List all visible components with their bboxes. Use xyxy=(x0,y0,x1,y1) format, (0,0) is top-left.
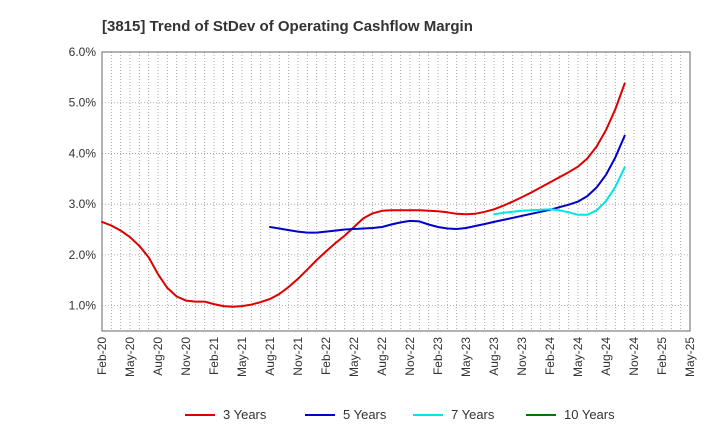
y-tick-label: 2.0% xyxy=(69,248,97,262)
legend-label: 7 Years xyxy=(451,407,495,422)
x-tick-label: Nov-20 xyxy=(179,337,193,376)
x-tick-label: Feb-25 xyxy=(655,337,669,375)
x-tick-label: May-25 xyxy=(683,337,697,377)
legend-label: 10 Years xyxy=(564,407,615,422)
y-tick-label: 4.0% xyxy=(69,146,97,160)
legend-label: 5 Years xyxy=(343,407,387,422)
x-tick-label: May-20 xyxy=(123,337,137,377)
series-line-5-years xyxy=(269,134,626,234)
plot-area xyxy=(102,52,690,331)
y-tick-label: 5.0% xyxy=(69,96,97,110)
x-tick-label: Aug-20 xyxy=(151,337,165,376)
series-line-3-years xyxy=(101,82,626,308)
x-tick-label: Aug-21 xyxy=(263,337,277,376)
chart-title: [3815] Trend of StDev of Operating Cashf… xyxy=(102,18,473,35)
x-tick-label: Nov-21 xyxy=(291,337,305,376)
x-tick-label: Aug-23 xyxy=(487,337,501,376)
x-tick-label: May-23 xyxy=(459,337,473,377)
y-tick-label: 6.0% xyxy=(69,45,97,59)
series-line-7-years xyxy=(493,166,626,216)
x-tick-label: May-24 xyxy=(571,337,585,377)
legend-label: 3 Years xyxy=(223,407,267,422)
x-tick-label: Aug-24 xyxy=(599,337,613,376)
x-tick-label: Feb-24 xyxy=(543,337,557,375)
x-tick-label: Feb-21 xyxy=(207,337,221,375)
plot-frame xyxy=(101,51,691,332)
x-tick-label: Nov-24 xyxy=(627,337,641,376)
x-tick-label: Feb-20 xyxy=(95,337,109,375)
x-tick-label: Nov-22 xyxy=(403,337,417,376)
x-tick-label: Nov-23 xyxy=(515,337,529,376)
x-tick-label: Aug-22 xyxy=(375,337,389,376)
x-tick-label: Feb-22 xyxy=(319,337,333,375)
y-tick-label: 1.0% xyxy=(69,299,97,313)
y-tick-label: 3.0% xyxy=(69,197,97,211)
x-tick-label: May-21 xyxy=(235,337,249,377)
x-tick-label: Feb-23 xyxy=(431,337,445,375)
x-tick-label: May-22 xyxy=(347,337,361,377)
